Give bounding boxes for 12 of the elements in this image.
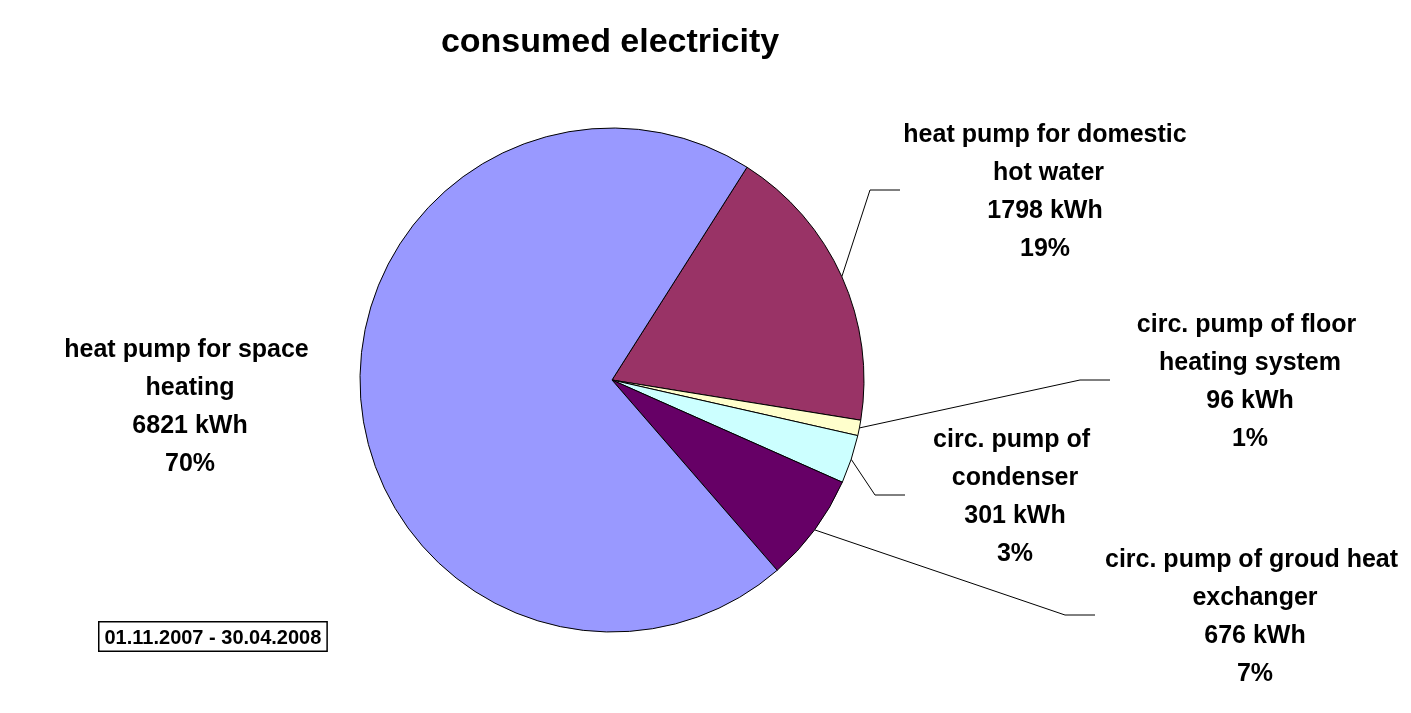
data-label: 1798 kWh 19% (987, 195, 1103, 261)
data-label: 676 kWh 7% (1204, 620, 1306, 686)
slice-label: circ. pump of groud heat exchanger (1104, 544, 1406, 610)
slice-label: heat pump for domestic hot water (903, 119, 1187, 185)
chart-title: consumed electricity (440, 21, 780, 59)
slice-label: circ. pump of condenser (933, 424, 1097, 490)
data-label: 96 kWh 1% (1206, 385, 1294, 451)
data-label: 301 kWh 3% (964, 500, 1066, 566)
slice-label: circ. pump of floor heating system (1136, 309, 1364, 375)
slice-label: heat pump for space heating (64, 334, 316, 400)
text: 01.11.2007 - 30.04.2008 (104, 625, 322, 648)
data-label: 6821 kWh 70% (132, 410, 248, 476)
